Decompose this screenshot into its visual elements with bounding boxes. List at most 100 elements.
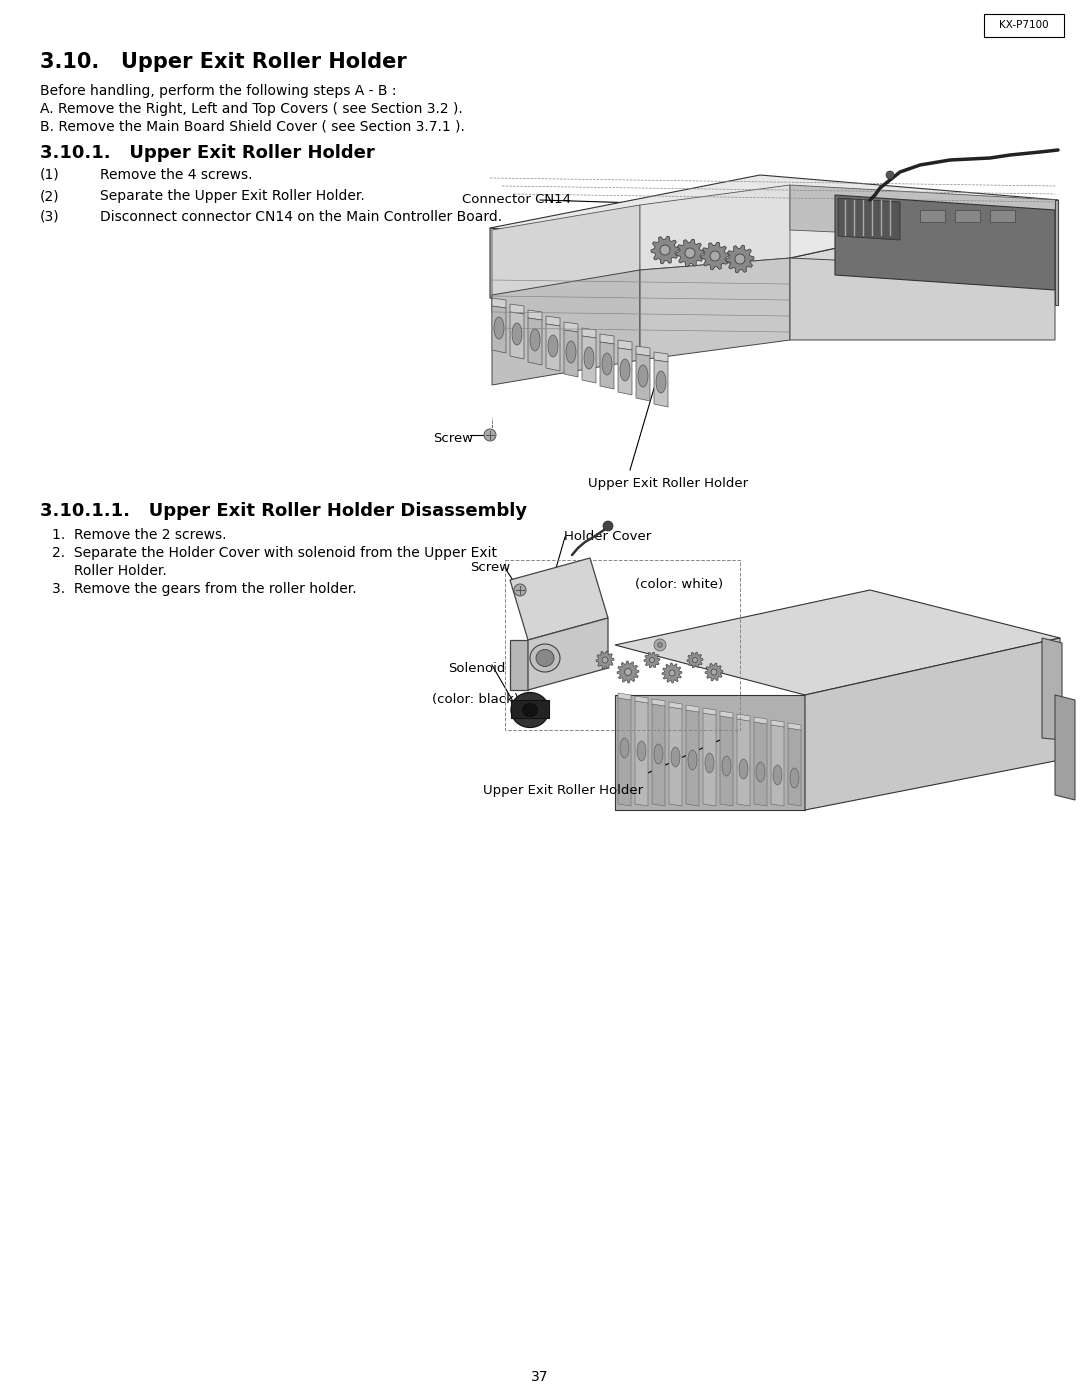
Circle shape bbox=[735, 254, 745, 264]
Text: (3): (3) bbox=[40, 210, 59, 224]
Polygon shape bbox=[662, 664, 681, 683]
Polygon shape bbox=[1055, 200, 1058, 305]
Polygon shape bbox=[511, 700, 549, 718]
Ellipse shape bbox=[723, 756, 731, 775]
Circle shape bbox=[710, 251, 720, 261]
Polygon shape bbox=[669, 703, 681, 710]
Polygon shape bbox=[669, 707, 681, 806]
Polygon shape bbox=[754, 722, 767, 806]
Text: Before handling, perform the following steps A - B :: Before handling, perform the following s… bbox=[40, 84, 396, 98]
Bar bbox=[920, 210, 945, 222]
Polygon shape bbox=[546, 324, 561, 372]
Text: Disconnect connector CN14 on the Main Controller Board.: Disconnect connector CN14 on the Main Co… bbox=[100, 210, 502, 224]
Polygon shape bbox=[564, 321, 578, 332]
Polygon shape bbox=[686, 705, 699, 712]
Ellipse shape bbox=[638, 365, 648, 387]
Ellipse shape bbox=[511, 693, 549, 728]
Polygon shape bbox=[789, 258, 1055, 339]
Text: 3.10.1.1.   Upper Exit Roller Holder Disassembly: 3.10.1.1. Upper Exit Roller Holder Disas… bbox=[40, 502, 527, 520]
Circle shape bbox=[692, 658, 698, 662]
Polygon shape bbox=[676, 239, 704, 267]
Ellipse shape bbox=[688, 750, 697, 770]
Polygon shape bbox=[490, 228, 789, 328]
Ellipse shape bbox=[494, 317, 504, 339]
Polygon shape bbox=[596, 651, 615, 669]
Ellipse shape bbox=[548, 335, 558, 358]
Polygon shape bbox=[615, 694, 805, 810]
Polygon shape bbox=[652, 704, 665, 806]
Polygon shape bbox=[703, 708, 716, 715]
Circle shape bbox=[654, 638, 666, 651]
Polygon shape bbox=[720, 711, 733, 718]
Text: Screw: Screw bbox=[433, 432, 473, 446]
Polygon shape bbox=[737, 714, 750, 721]
Polygon shape bbox=[726, 244, 754, 272]
Polygon shape bbox=[615, 590, 1059, 694]
Polygon shape bbox=[528, 319, 542, 365]
Ellipse shape bbox=[602, 353, 612, 374]
Circle shape bbox=[603, 521, 613, 531]
Ellipse shape bbox=[536, 650, 554, 666]
Polygon shape bbox=[789, 184, 1058, 242]
Ellipse shape bbox=[654, 745, 663, 764]
Polygon shape bbox=[636, 346, 650, 356]
Text: (color: white): (color: white) bbox=[635, 578, 724, 591]
Text: Screw: Screw bbox=[470, 562, 510, 574]
Polygon shape bbox=[805, 638, 1059, 810]
Polygon shape bbox=[492, 298, 507, 307]
Polygon shape bbox=[564, 330, 578, 377]
Polygon shape bbox=[835, 196, 1055, 291]
Ellipse shape bbox=[530, 330, 540, 351]
Polygon shape bbox=[737, 719, 750, 806]
Polygon shape bbox=[510, 557, 608, 640]
Polygon shape bbox=[528, 310, 542, 320]
Polygon shape bbox=[492, 270, 789, 313]
Circle shape bbox=[649, 658, 654, 662]
Text: KX-P7100: KX-P7100 bbox=[999, 20, 1049, 29]
Polygon shape bbox=[788, 728, 801, 806]
Polygon shape bbox=[1042, 638, 1062, 740]
Polygon shape bbox=[644, 652, 660, 668]
Text: 2.  Separate the Holder Cover with solenoid from the Upper Exit: 2. Separate the Holder Cover with soleno… bbox=[52, 546, 497, 560]
Polygon shape bbox=[490, 175, 1058, 258]
Ellipse shape bbox=[584, 346, 594, 369]
Polygon shape bbox=[492, 306, 507, 353]
Text: 3.10.   Upper Exit Roller Holder: 3.10. Upper Exit Roller Holder bbox=[40, 52, 407, 73]
Polygon shape bbox=[640, 184, 789, 270]
Ellipse shape bbox=[756, 761, 765, 782]
Polygon shape bbox=[1055, 694, 1075, 800]
Ellipse shape bbox=[656, 372, 666, 393]
Text: 3.  Remove the gears from the roller holder.: 3. Remove the gears from the roller hold… bbox=[52, 583, 356, 597]
Text: (1): (1) bbox=[40, 168, 59, 182]
Polygon shape bbox=[635, 701, 648, 806]
Ellipse shape bbox=[705, 753, 714, 773]
Circle shape bbox=[602, 657, 608, 664]
Polygon shape bbox=[617, 661, 639, 683]
Polygon shape bbox=[510, 305, 524, 314]
Ellipse shape bbox=[512, 323, 522, 345]
Ellipse shape bbox=[773, 766, 782, 785]
Polygon shape bbox=[582, 328, 596, 338]
Text: Upper Exit Roller Holder: Upper Exit Roller Holder bbox=[588, 476, 748, 490]
Text: 1.  Remove the 2 screws.: 1. Remove the 2 screws. bbox=[52, 528, 227, 542]
Text: (color: black): (color: black) bbox=[432, 693, 519, 705]
Polygon shape bbox=[701, 242, 729, 270]
Polygon shape bbox=[705, 664, 723, 680]
Polygon shape bbox=[686, 710, 699, 806]
Polygon shape bbox=[771, 725, 784, 806]
Circle shape bbox=[514, 584, 526, 597]
Text: 37: 37 bbox=[531, 1370, 549, 1384]
Polygon shape bbox=[618, 339, 632, 351]
Text: Roller Holder.: Roller Holder. bbox=[52, 564, 166, 578]
Circle shape bbox=[886, 170, 894, 179]
Polygon shape bbox=[838, 198, 900, 240]
Polygon shape bbox=[754, 717, 767, 724]
Ellipse shape bbox=[671, 747, 680, 767]
Polygon shape bbox=[528, 617, 608, 690]
Polygon shape bbox=[720, 717, 733, 806]
Polygon shape bbox=[651, 236, 679, 264]
Bar bbox=[990, 210, 1015, 222]
Polygon shape bbox=[618, 698, 631, 806]
Text: A. Remove the Right, Left and Top Covers ( see Section 3.2 ).: A. Remove the Right, Left and Top Covers… bbox=[40, 102, 462, 116]
Polygon shape bbox=[618, 348, 632, 395]
